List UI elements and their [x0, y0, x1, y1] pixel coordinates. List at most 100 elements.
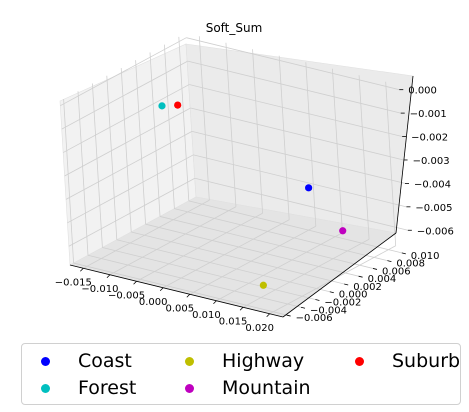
z-tick-label: −0.001 — [410, 109, 447, 120]
z-tick-label: −0.006 — [417, 226, 454, 237]
x-tick-label: −0.015 — [55, 277, 92, 288]
grid-line-z — [61, 60, 188, 130]
y-tick-mark — [300, 306, 306, 309]
grid-line-z — [186, 37, 400, 91]
x-tick-label: −0.010 — [81, 284, 118, 295]
grid-line-x — [216, 232, 343, 302]
y-tick-label: −0.004 — [310, 305, 347, 316]
y-axis-line — [282, 232, 397, 318]
grid-line-x — [198, 36, 210, 201]
grid-line-y — [178, 36, 190, 201]
y-tick-mark — [286, 314, 291, 317]
legend-item-highway: Highway — [185, 348, 304, 374]
grid-line-z — [187, 60, 401, 114]
grid-line-z — [194, 177, 408, 231]
grid-line-y — [145, 223, 359, 277]
grid-line-x — [109, 206, 237, 276]
grid-line-y — [87, 254, 302, 308]
grid-line-x — [385, 81, 397, 246]
y-tick-label: 0.002 — [353, 282, 382, 293]
grid-line-x — [162, 219, 290, 289]
legend-marker-mountain — [185, 383, 194, 393]
z-tick-label: −0.005 — [415, 203, 452, 214]
grid-line-y — [106, 75, 118, 240]
grid-line-y — [159, 216, 374, 269]
x-tick-mark — [133, 280, 137, 285]
y-tick-label: 0.004 — [368, 274, 397, 285]
y-tick-label: 0.008 — [396, 259, 425, 270]
y-tick-mark — [329, 291, 334, 294]
grid-line-z — [64, 107, 191, 177]
legend-label-suburb: Suburb — [392, 350, 461, 372]
legend: Coast Forest Highway Mountain Suburb — [21, 343, 461, 405]
y-tick-label: 0.006 — [382, 266, 411, 277]
x-tick-mark — [266, 313, 270, 318]
grid-line-y — [116, 239, 330, 293]
grid-line-y — [102, 247, 316, 300]
x-axis-ticks: −0.015−0.010−0.0050.0000.0050.0100.0150.… — [55, 264, 284, 334]
z-tick-label: −0.002 — [411, 133, 448, 144]
chart-area: Soft_Sum −0.015−0.010−0.0050.0000.0050.0… — [55, 21, 454, 334]
grid-line-z — [191, 131, 406, 184]
y-tick-mark — [344, 283, 349, 286]
z-axis-line — [395, 75, 414, 234]
y-tick-label: 0.000 — [339, 290, 368, 301]
x-axis-line — [69, 264, 284, 318]
y-tick-label: −0.002 — [324, 298, 361, 309]
grid-line-z — [65, 131, 193, 200]
grid-line-y — [63, 99, 74, 264]
data-point-coast — [305, 184, 313, 192]
y-axis-ticks: −0.006−0.004−0.0020.0000.0020.0040.0060.… — [282, 232, 440, 324]
x-tick-label: −0.005 — [108, 290, 145, 301]
grid-lines — [60, 36, 408, 316]
y-tick-mark — [387, 260, 392, 263]
grid-line-y — [135, 60, 146, 225]
grid-line-y — [77, 91, 89, 256]
legend-marker-forest — [41, 383, 50, 393]
x-tick-label: 0.005 — [165, 303, 194, 314]
grid-line-x — [242, 238, 370, 308]
x-tick-label: 0.020 — [245, 323, 274, 334]
data-point-mountain — [339, 227, 347, 235]
legend-label-coast: Coast — [78, 350, 132, 372]
grid-line-y — [131, 231, 345, 285]
legend-label-highway: Highway — [222, 350, 305, 372]
grid-line-z — [67, 154, 194, 224]
y-tick-mark — [315, 299, 320, 301]
grid-line-x — [225, 42, 237, 207]
legend-label-mountain: Mountain — [222, 377, 311, 399]
x-tick-mark — [106, 274, 111, 279]
z-tick-label: 0.000 — [408, 86, 437, 97]
grid-line-x — [189, 225, 317, 295]
data-point-forest — [158, 102, 166, 110]
y-tick-label: 0.010 — [411, 251, 440, 262]
grid-line-z — [189, 84, 403, 137]
y-tick-mark — [358, 275, 363, 278]
data-points — [158, 101, 347, 289]
x-tick-mark — [239, 306, 244, 311]
grid-line-z — [68, 177, 196, 247]
x-tick-label: 0.015 — [219, 316, 248, 327]
z-tick-label: −0.004 — [414, 179, 451, 190]
grid-line-y — [92, 83, 103, 248]
grid-line-x — [305, 62, 317, 227]
y-tick-mark — [372, 268, 378, 270]
grid-line-z — [60, 37, 187, 107]
z-axis-ticks: 0.000 −0.001 −0.002 −0.003 −0.004 −0.005 −0.00… — [395, 75, 454, 237]
grid-line-z — [62, 84, 190, 153]
grid-line-x — [136, 212, 263, 282]
grid-line-y — [188, 200, 402, 254]
grid-line-z — [190, 107, 404, 161]
grid-line-x — [358, 75, 370, 240]
y-tick-label: −0.006 — [296, 313, 333, 324]
x-tick-mark — [159, 287, 164, 292]
data-point-suburb — [174, 101, 182, 109]
x-tick-mark — [80, 267, 84, 272]
grid-line-y — [164, 44, 175, 209]
x-tick-label: 0.010 — [192, 310, 221, 321]
y-tick-mark — [401, 252, 406, 255]
grid-line-y — [174, 208, 388, 262]
grid-line-x — [83, 199, 210, 269]
x-tick-mark — [213, 300, 217, 305]
x-tick-label: 0.000 — [139, 297, 168, 308]
